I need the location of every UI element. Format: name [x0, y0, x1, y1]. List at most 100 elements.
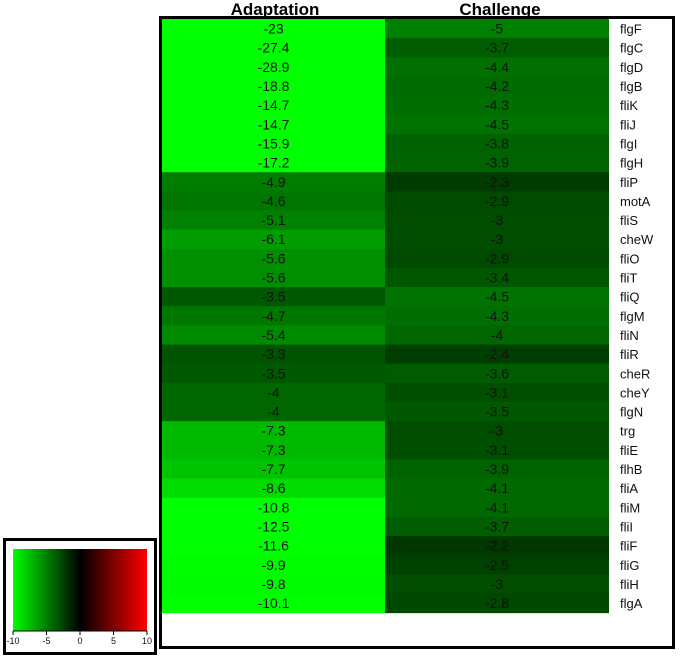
heatmap-cell — [385, 478, 609, 499]
heatmap-cell — [385, 19, 609, 39]
cell-value-label: -4.4 — [485, 59, 509, 75]
heatmap-cell — [385, 172, 609, 192]
row-label-gene: flgC — [620, 41, 643, 56]
heatmap-cell — [162, 76, 385, 97]
color-scale-legend: -10 -5 0 5 10 — [3, 538, 157, 655]
cell-value-label: -10.8 — [258, 499, 290, 515]
heatmap-cell — [385, 497, 609, 518]
heatmap-cell — [385, 95, 609, 116]
heatmap-cell — [385, 210, 609, 231]
heatmap-cell — [162, 210, 385, 231]
cell-value-label: -3.5 — [261, 365, 285, 381]
cell-value-label: -4.3 — [485, 308, 509, 324]
heatmap-cell — [162, 19, 385, 39]
heatmap-cell — [162, 344, 385, 365]
cell-value-label: -5.6 — [261, 250, 285, 266]
row-label-gene: flhB — [620, 462, 642, 477]
heatmap: -23 -5 flgF -27.4 -3.7 flgC -28.9 -4.4 flgD -18.8… — [162, 19, 654, 614]
row-label-gene: fliS — [620, 213, 638, 228]
cell-value-label: -11.6 — [258, 538, 289, 554]
cell-value-label: -9.8 — [261, 576, 285, 592]
cell-value-label: -5 — [491, 21, 504, 37]
cell-value-label: -7.7 — [261, 461, 285, 477]
row-label-gene: flgB — [620, 79, 642, 94]
cell-value-label: -12.5 — [258, 518, 290, 534]
cell-value-label: -8.6 — [261, 480, 285, 496]
cell-value-label: -3.7 — [485, 518, 509, 534]
cell-value-label: -2.9 — [485, 250, 509, 266]
cell-value-label: -4 — [267, 384, 280, 400]
row-label-gene: flgA — [620, 596, 643, 611]
cell-value-label: -4.1 — [485, 480, 509, 496]
color-scale-tick-label: 5 — [111, 636, 116, 646]
row-label-gene: fliG — [620, 558, 640, 573]
heatmap-cell — [385, 267, 609, 288]
heatmap-cell — [162, 248, 385, 269]
cell-value-label: -3 — [491, 231, 504, 247]
color-scale-tick-label: 10 — [142, 636, 152, 646]
cell-value-label: -2.4 — [485, 346, 509, 362]
heatmap-cell — [162, 229, 385, 250]
cell-value-label: -5.4 — [261, 327, 285, 343]
cell-value-label: -18.8 — [258, 78, 290, 94]
row-label-gene: fliM — [620, 500, 640, 515]
heatmap-cell — [162, 325, 385, 346]
heatmap-cell — [162, 363, 385, 384]
heatmap-cell — [162, 153, 385, 173]
row-label-gene: fliN — [620, 328, 639, 343]
heatmap-cell — [162, 114, 385, 135]
cell-value-label: -3 — [491, 423, 504, 439]
cell-value-label: -3.4 — [485, 270, 509, 286]
color-scale-tick-label: -5 — [42, 636, 50, 646]
heatmap-cell — [385, 459, 609, 480]
heatmap-cell — [385, 325, 609, 346]
heatmap-cell — [385, 114, 609, 135]
heatmap-cell — [385, 421, 609, 441]
heatmap-cell — [162, 593, 385, 614]
cell-value-label: -10.1 — [258, 595, 290, 611]
cell-value-label: -7.3 — [261, 442, 285, 458]
cell-value-label: -7.3 — [261, 423, 285, 439]
heatmap-cell — [385, 363, 609, 384]
heatmap-cell — [162, 133, 385, 154]
row-label-gene: flgH — [620, 156, 643, 171]
heatmap-cell — [162, 402, 385, 422]
row-label-gene: fliE — [620, 443, 638, 458]
heatmap-cell — [162, 306, 385, 326]
row-label-gene: motA — [620, 194, 651, 209]
row-label-gene: cheW — [620, 232, 654, 247]
heatmap-cell — [162, 38, 385, 58]
row-label-gene: fliT — [620, 271, 637, 286]
heatmap-cell — [162, 574, 385, 594]
cell-value-label: -15.9 — [258, 135, 290, 151]
cell-value-label: -3 — [491, 212, 504, 228]
heatmap-cell — [385, 306, 609, 326]
row-label-gene: fliI — [620, 519, 633, 534]
cell-value-label: -28.9 — [258, 59, 290, 75]
cell-value-label: -3.6 — [485, 365, 509, 381]
cell-value-label: -3.9 — [485, 461, 509, 477]
cell-value-label: -3 — [491, 576, 504, 592]
cell-value-label: -23 — [263, 21, 283, 37]
heatmap-cell — [162, 516, 385, 537]
cell-value-label: -2.3 — [485, 174, 509, 190]
row-label-gene: fliQ — [620, 290, 640, 305]
row-label-gene: fliA — [620, 481, 638, 496]
cell-value-label: -3.8 — [485, 135, 509, 151]
heatmap-cell — [162, 459, 385, 480]
cell-value-label: -4.2 — [485, 78, 509, 94]
heatmap-cell — [162, 287, 385, 307]
row-label-gene: fliO — [620, 251, 640, 266]
heatmap-cell — [162, 267, 385, 288]
cell-value-label: -5.1 — [261, 212, 285, 228]
cell-value-label: -27.4 — [258, 40, 290, 56]
cell-value-label: -4.9 — [261, 174, 285, 190]
cell-value-label: -3.3 — [261, 346, 285, 362]
heatmap-cell — [385, 555, 609, 575]
row-label-gene: fliR — [620, 347, 639, 362]
row-label-gene: cheY — [620, 385, 650, 400]
cell-value-label: -4.3 — [485, 97, 509, 113]
row-label-gene: fliJ — [620, 117, 636, 132]
heatmap-cell — [162, 478, 385, 499]
heatmap-cell — [385, 536, 609, 556]
